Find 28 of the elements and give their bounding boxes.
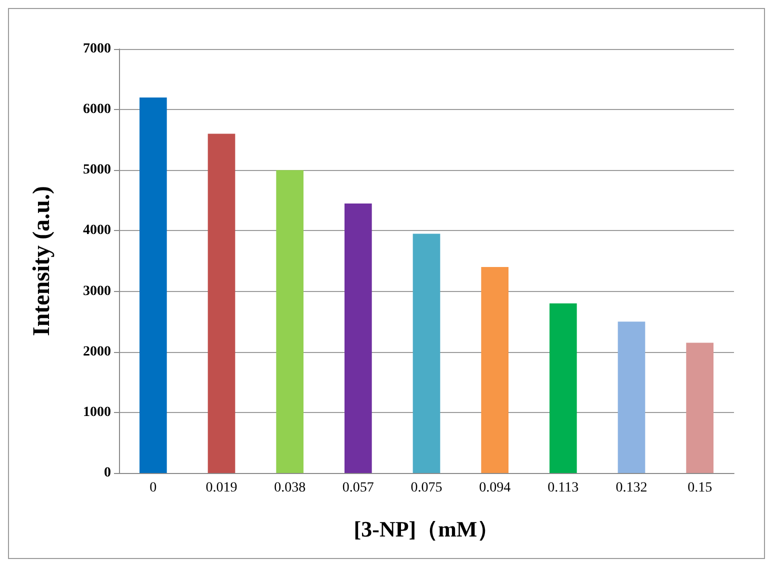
- bar: [550, 303, 577, 473]
- bar: [208, 134, 236, 473]
- bar: [344, 203, 372, 473]
- y-tick-label: 6000: [83, 102, 111, 118]
- x-tick-label: 0.038: [274, 480, 306, 496]
- x-tick-label: 0.057: [342, 480, 374, 496]
- bar: [412, 234, 440, 473]
- x-tick-label: 0.113: [548, 480, 579, 496]
- bar: [686, 342, 714, 473]
- y-tick-label: 1000: [83, 404, 111, 420]
- x-tick-label: 0.094: [479, 480, 511, 496]
- x-tick-label: 0.019: [206, 480, 238, 496]
- x-tick-label: 0.15: [688, 480, 712, 496]
- x-tick-label: 0.132: [616, 480, 648, 496]
- y-tick-label: 2000: [83, 344, 111, 360]
- y-tick-label: 7000: [83, 42, 111, 56]
- x-tick-label: 0: [150, 480, 157, 496]
- y-axis-title: Intensity (a.u.): [29, 186, 55, 336]
- bar: [140, 97, 167, 473]
- x-axis-title: [3-NP]（mM）: [354, 516, 500, 542]
- bar: [618, 322, 646, 473]
- x-tick-label: 0.075: [410, 480, 442, 496]
- y-tick-label: 4000: [83, 223, 111, 238]
- y-tick-label: 3000: [83, 284, 111, 299]
- bar: [481, 267, 508, 473]
- y-tick-label: 5000: [83, 162, 111, 178]
- y-tick-label: 0: [104, 466, 111, 480]
- bar: [276, 170, 304, 473]
